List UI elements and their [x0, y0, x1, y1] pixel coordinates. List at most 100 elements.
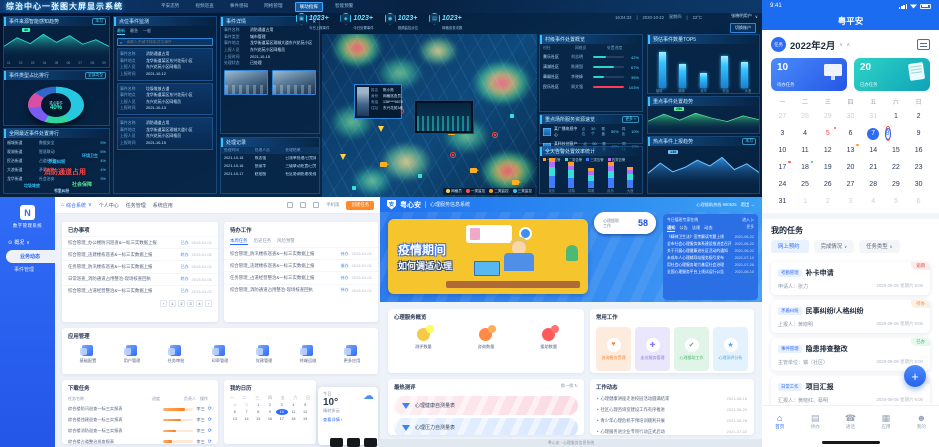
tab-week[interactable]: 本周任务 — [230, 238, 248, 245]
weather-detail-link[interactable]: 查看详情 › — [323, 417, 343, 422]
day-cell[interactable]: 7 — [862, 126, 885, 141]
day-cell[interactable]: 19 — [816, 160, 839, 175]
doc-icon[interactable] — [300, 202, 307, 208]
mini-day-cell[interactable]: 2 — [268, 403, 272, 407]
news-tab[interactable]: 动态 — [704, 225, 713, 230]
done-row[interactable]: 综合管理_占道经营整治&一标三实数据上报 已办 2019-01-01 — [62, 284, 218, 297]
event-card[interactable]: 事件名称 消防通道占用 事件地点 龙华街道某区观城大道小区 上报人员 东兴花苑小区网格… — [117, 117, 213, 150]
mini-day-cell[interactable]: 18 — [291, 417, 296, 421]
filter-chip[interactable]: 完成情况 ∨ — [813, 240, 855, 253]
mini-day-cell[interactable]: 13 — [232, 417, 237, 421]
dock-icon[interactable] — [364, 438, 377, 447]
day-cell[interactable]: 28 — [794, 109, 817, 124]
summary-card[interactable]: 20 已办任务 — [854, 58, 930, 91]
event-card[interactable]: 事件名称 垃圾堆放占道 事件地点 龙华街道某区东兴花苑小区 上报人员 东兴花苑小区网格… — [117, 82, 213, 116]
tab-item[interactable]: ☻ 我的 — [916, 413, 927, 430]
campaign-banner[interactable]: 疫情期间 如何调适心理 — [388, 219, 588, 294]
day-cell[interactable]: 29 — [885, 177, 908, 192]
task-card[interactable]: 逾期 考勤管理 补卡申请 申请人：张力 2020-09-05 星期六 9:00 — [771, 261, 930, 295]
todo-row[interactable]: 任务管理_占道经营整治&一标三实数据上报 待办 2019-01-01 — [224, 271, 378, 283]
mini-day-cell[interactable]: 19 — [303, 417, 308, 421]
sidebar-group-overview[interactable]: ⊙ 概况 ∨ — [8, 239, 30, 247]
mini-day-cell[interactable]: 11 — [291, 410, 296, 414]
task-card[interactable]: 待办 矛盾纠纷 民事纠纷/人格纠纷 上报人：黄晓明 2020-09-06 星期六… — [771, 299, 930, 333]
day-cell[interactable]: 3 — [839, 194, 862, 209]
work-tile[interactable]: ✚ 走访服务管理 — [635, 327, 670, 371]
sensor-marker-icon[interactable] — [510, 114, 514, 118]
day-cell[interactable]: 4 — [794, 126, 817, 141]
refresh-link[interactable]: 换一换 ↻ — [560, 383, 578, 388]
day-cell[interactable]: 17 — [771, 160, 794, 175]
close-icon[interactable]: ✕ — [312, 18, 316, 24]
mini-day-cell[interactable]: 8 — [257, 410, 260, 414]
day-cell[interactable]: 21 — [862, 160, 885, 175]
day-cell[interactable]: 6 — [839, 126, 862, 141]
app-shortcut[interactable]: 印章管理 — [212, 345, 228, 364]
alert-marker-icon[interactable] — [492, 132, 498, 138]
day-cell[interactable]: 10 — [771, 143, 794, 158]
day-cell[interactable]: 18 — [794, 160, 817, 175]
app-shortcut[interactable]: 基础配置 — [80, 345, 96, 364]
day-cell[interactable]: 13 — [839, 143, 862, 158]
scene-photo[interactable] — [272, 69, 316, 95]
day-cell[interactable]: 8 — [884, 126, 891, 141]
day-cell[interactable]: 14 — [862, 143, 885, 158]
day-cell[interactable]: 26 — [816, 177, 839, 192]
event-search-input[interactable] — [124, 39, 210, 45]
news-tab[interactable]: 法规 — [691, 225, 701, 230]
day-cell[interactable]: 23 — [907, 160, 930, 175]
day-cell[interactable]: 31 — [862, 109, 885, 124]
page-button[interactable]: 4 — [196, 299, 203, 307]
page-button[interactable]: 3 — [187, 299, 194, 307]
todo-row[interactable]: 综合管理_消防通道占用整治-现场核查回执 待办 2019-01-01 — [224, 283, 378, 296]
page-button[interactable]: 1 — [169, 299, 176, 307]
overview-stat[interactable]: 咨询数量 — [478, 328, 494, 350]
app-shortcut[interactable]: 终端运维 — [300, 345, 316, 364]
news-item[interactable]: 全市社会心理服务体系建设推进会召开 2021-06-22 — [667, 242, 754, 247]
switch-account-menu-item[interactable]: 切换账户 — [730, 23, 756, 33]
tab-item[interactable]: ▤ 待办 — [810, 413, 820, 430]
news-more-link[interactable]: 更多 — [746, 225, 754, 229]
dashboard-nav-item[interactable]: 视频巡查 — [195, 2, 214, 8]
mini-day-cell[interactable]: 6 — [233, 410, 236, 414]
day-cell[interactable]: 20 — [839, 160, 862, 175]
dock-icon[interactable] — [347, 438, 360, 447]
day-cell[interactable]: 30 — [907, 177, 930, 192]
done-row[interactable]: 任务管理_防汛楼栋巡查&一标三实数据上报 已办 2019-01-01 — [62, 260, 218, 272]
app-shortcut[interactable]: 任务审批 — [168, 345, 184, 364]
mini-day-cell[interactable]: 16 — [267, 417, 273, 421]
sidebar-item[interactable]: 业务动态 — [6, 250, 55, 263]
stat-pill[interactable]: 心理援助 工作 58 — [594, 212, 656, 234]
mini-day-cell[interactable]: 17 — [279, 417, 284, 421]
trend-range-button[interactable]: 本月 — [92, 18, 106, 25]
mini-day-cell[interactable]: 3 — [280, 403, 283, 407]
day-cell[interactable]: 4 — [862, 194, 885, 209]
dashboard-nav-item[interactable]: 联动指挥 — [294, 1, 323, 12]
enter-link[interactable]: 进入 ▷ — [742, 217, 754, 222]
todo-row[interactable]: 综合管理_防汛楼栋巡查&一标三实数据上报 待办 2019-01-01 — [224, 247, 378, 259]
test-banner[interactable]: 心理健康自测量表 — [394, 396, 578, 415]
work-tile[interactable]: ✔ 心理援助工作 — [674, 327, 709, 371]
mini-day-cell[interactable]: 15 — [256, 417, 261, 421]
create-task-button[interactable]: 创建任务 — [346, 200, 374, 210]
tab-apps[interactable]: 系统应用 — [152, 202, 173, 209]
day-cell[interactable]: 1 — [885, 109, 908, 124]
dashboard-nav-item[interactable]: 网格管理 — [264, 2, 283, 8]
day-cell[interactable]: 11 — [794, 143, 817, 158]
day-cell[interactable]: 30 — [839, 109, 862, 124]
dock-icon[interactable] — [330, 438, 343, 447]
mini-day-cell[interactable]: 30 — [232, 403, 237, 407]
phone-version-link[interactable]: 手机版 — [326, 202, 340, 207]
dashboard-nav-item[interactable]: 平安态势 — [161, 2, 180, 8]
weather-popup[interactable]: ☁ 今日 10° 晴转多云 查看详情 › — [318, 387, 378, 445]
tab-latest[interactable]: 最新 — [117, 28, 125, 35]
mini-day-cell[interactable]: 31 — [244, 403, 249, 407]
mini-day-cell[interactable]: 12 — [303, 410, 308, 414]
add-task-fab[interactable]: + — [904, 365, 926, 387]
news-tab[interactable]: 通知 — [667, 225, 676, 232]
work-tile[interactable]: ★ 心理测评分析 — [713, 327, 748, 371]
more-button[interactable]: 更多 » — [622, 116, 639, 123]
